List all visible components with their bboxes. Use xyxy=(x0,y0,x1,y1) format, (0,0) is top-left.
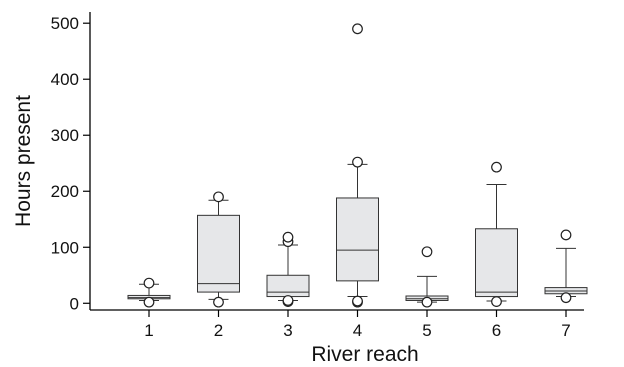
box-4 xyxy=(336,23,379,308)
outlier-point xyxy=(282,231,294,243)
x-tick-label: 6 xyxy=(492,321,501,340)
y-tick-label: 400 xyxy=(51,70,79,89)
outlier-point xyxy=(352,23,363,35)
y-tick-label: 100 xyxy=(51,238,79,257)
x-tick-label: 5 xyxy=(422,321,431,340)
outlier-point xyxy=(282,295,294,306)
outlier-point xyxy=(560,292,572,304)
y-ticks: 0 100 200 300 400 500 xyxy=(51,14,90,313)
outlier-point xyxy=(213,191,224,203)
outlier-point xyxy=(560,229,572,241)
box-1 xyxy=(127,277,171,308)
outlier-point xyxy=(213,296,224,308)
y-tick-label: 500 xyxy=(51,14,79,33)
box-5 xyxy=(405,246,449,308)
box-3 xyxy=(266,231,310,307)
y-tick-label: 0 xyxy=(70,294,79,313)
x-axis-title: River reach xyxy=(311,343,418,366)
iqr-box xyxy=(266,274,310,298)
outlier-point xyxy=(143,277,155,289)
outlier-point xyxy=(491,161,502,173)
outlier-point xyxy=(352,156,363,168)
x-tick-label: 7 xyxy=(561,321,570,340)
outlier-point xyxy=(421,296,433,308)
iqr-box xyxy=(475,228,518,298)
iqr-box xyxy=(336,197,379,282)
box-6 xyxy=(475,161,518,307)
x-tick-label: 3 xyxy=(283,321,292,340)
boxes xyxy=(127,23,588,308)
outlier-point xyxy=(352,295,363,307)
y-tick-label: 300 xyxy=(51,126,79,145)
y-axis-title: Hours present xyxy=(12,95,35,227)
box-7 xyxy=(544,229,588,304)
x-tick-label: 2 xyxy=(214,321,223,340)
y-tick-label: 200 xyxy=(51,182,79,201)
x-ticks: 1 2 3 4 5 6 7 xyxy=(144,310,571,340)
x-axis: 1 2 3 4 5 6 7 River reach xyxy=(90,309,584,366)
y-axis: 0 100 200 300 400 500 Hours present xyxy=(12,12,91,313)
x-tick-label: 1 xyxy=(144,321,153,340)
box-2 xyxy=(197,191,240,308)
x-tick-label: 4 xyxy=(353,321,362,340)
outlier-point xyxy=(491,296,502,307)
outlier-point xyxy=(421,246,433,258)
iqr-box xyxy=(197,214,240,293)
outlier-point xyxy=(143,296,155,308)
